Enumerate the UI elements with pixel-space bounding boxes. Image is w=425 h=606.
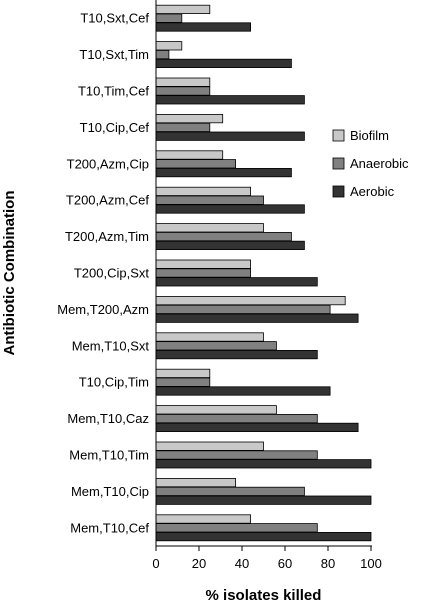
category-label: Mem,T10,Caz — [67, 411, 149, 426]
category-label: T10,Tim,Cef — [78, 84, 149, 99]
bar-aerobic-4 — [155, 167, 292, 178]
category-label: T10,Cip,Tim — [79, 375, 149, 390]
category-label: T200,Azm,Cef — [66, 193, 149, 208]
bar-biofilm-0 — [155, 4, 211, 14]
category-label: Mem,T200,Azm — [57, 302, 149, 317]
bar-anaerobic-12 — [155, 450, 318, 460]
bar-biofilm-7 — [155, 259, 251, 269]
category-label: T10,Cip,Cef — [80, 120, 150, 135]
x-ticks: 0 20 40 60 80 100 — [152, 546, 382, 571]
category-label: T200,Azm,Cip — [67, 156, 149, 171]
bar-anaerobic-8 — [155, 304, 331, 315]
bar-anaerobic-13 — [155, 486, 305, 497]
bar-anaerobic-11 — [155, 413, 318, 424]
x-tick-label: 0 — [152, 556, 159, 571]
bar-aerobic-7 — [155, 277, 318, 287]
category-label: T10,Sxt,Tim — [79, 47, 149, 62]
bar-aerobic-2 — [155, 95, 305, 105]
legend-swatch-anaerobic — [332, 157, 345, 170]
bar-biofilm-3 — [155, 114, 224, 124]
legend: Biofilm Anaerobic Aerobic — [332, 128, 409, 199]
bar-biofilm-8 — [155, 295, 346, 306]
legend-label-biofilm: Biofilm — [350, 128, 389, 143]
bar-biofilm-11 — [155, 405, 277, 415]
bar-aerobic-14 — [155, 532, 372, 542]
bar-anaerobic-1 — [155, 50, 170, 60]
x-axis-title: % isolates killed — [206, 587, 322, 604]
bar-anaerobic-6 — [155, 231, 292, 242]
x-tick-label: 20 — [192, 556, 206, 571]
x-tick-label: 100 — [360, 556, 382, 571]
bar-anaerobic-14 — [155, 523, 318, 533]
bar-aerobic-10 — [155, 386, 331, 396]
bar-biofilm-5 — [155, 186, 251, 196]
legend-swatch-biofilm — [332, 129, 345, 142]
bar-anaerobic-2 — [155, 86, 211, 96]
bar-aerobic-5 — [155, 204, 305, 214]
category-label: T10,Sxt,Cef — [80, 11, 149, 26]
bar-aerobic-12 — [155, 459, 372, 469]
bar-aerobic-13 — [155, 495, 372, 505]
legend-swatch-aerobic — [332, 185, 345, 198]
category-labels: T10,Sxt,Cef T10,Sxt,Tim T10,Tim,Cef T10,Cip… — [57, 11, 149, 536]
bar-aerobic-9 — [155, 349, 318, 360]
bar-anaerobic-5 — [155, 195, 264, 205]
x-tick-label: 40 — [235, 556, 249, 571]
bar-biofilm-9 — [155, 332, 264, 342]
bar-anaerobic-9 — [155, 341, 277, 351]
legend-label-aerobic: Aerobic — [350, 184, 395, 199]
legend-label-anaerobic: Anaerobic — [350, 156, 409, 171]
category-label: Mem,T10,Tim — [69, 448, 149, 463]
bars-group — [155, 4, 372, 542]
category-label: T200,Azm,Tim — [65, 229, 149, 244]
bar-aerobic-0 — [155, 22, 251, 32]
category-label: Mem,T10,Sxt — [72, 338, 150, 353]
bar-aerobic-1 — [155, 58, 292, 69]
bar-anaerobic-3 — [155, 122, 211, 132]
bar-aerobic-3 — [155, 131, 305, 141]
bar-anaerobic-4 — [155, 159, 236, 169]
bar-biofilm-12 — [155, 441, 264, 451]
bar-biofilm-6 — [155, 223, 264, 233]
bar-anaerobic-10 — [155, 377, 211, 387]
category-label: Mem,T10,Cip — [71, 484, 149, 499]
bar-biofilm-10 — [155, 368, 211, 379]
bar-biofilm-14 — [155, 514, 251, 524]
category-label: T200,Cip,Sxt — [74, 266, 150, 281]
bar-anaerobic-0 — [155, 13, 183, 23]
bar-aerobic-8 — [155, 313, 359, 323]
bar-biofilm-2 — [155, 77, 211, 87]
bar-biofilm-1 — [155, 41, 183, 51]
x-tick-label: 60 — [278, 556, 292, 571]
bar-aerobic-11 — [155, 422, 359, 433]
bar-biofilm-4 — [155, 150, 224, 160]
category-label: Mem,T10,Cef — [70, 520, 149, 535]
bar-anaerobic-7 — [155, 268, 251, 278]
bar-biofilm-13 — [155, 477, 236, 488]
y-axis-title: Antibiotic Combination — [1, 191, 18, 356]
x-tick-label: 80 — [321, 556, 335, 571]
bar-aerobic-6 — [155, 240, 305, 250]
